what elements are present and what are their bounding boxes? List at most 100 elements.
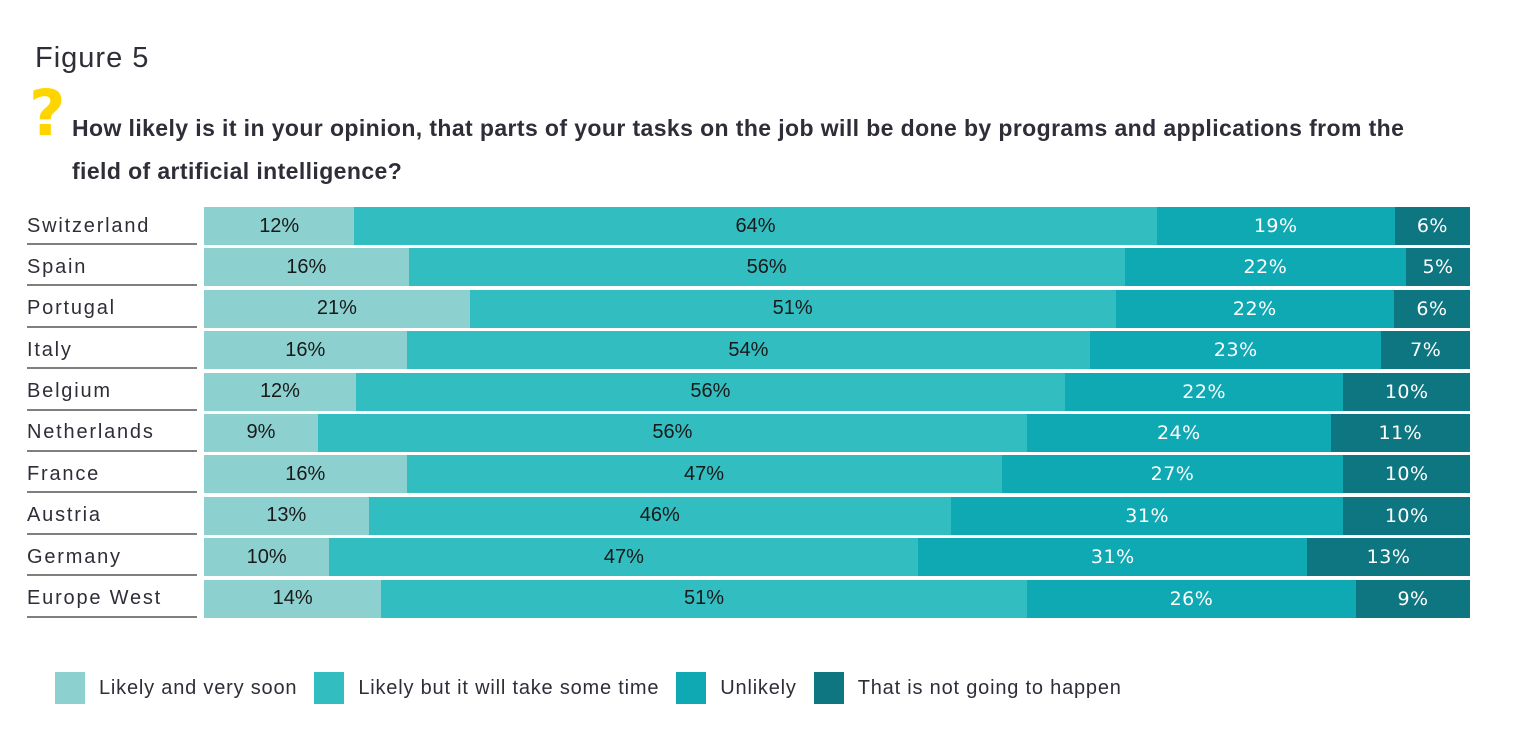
bar-segment: 56% (408, 248, 1125, 287)
segment-value-label: 10% (246, 545, 287, 568)
bar-segment: 10% (1343, 372, 1470, 411)
country-label: Austria (27, 497, 204, 535)
bar-segment: 7% (1381, 331, 1471, 370)
legend-item: That is not going to happen (813, 672, 1122, 704)
segment-value-label: 13% (1366, 546, 1411, 569)
bar-segment: 10% (1343, 455, 1470, 494)
segment-value-label: 21% (316, 297, 357, 320)
segment-value-label: 31% (1125, 504, 1170, 527)
bar-segment: 56% (355, 372, 1065, 411)
bar-segment: 9% (1356, 579, 1470, 618)
segment-value-label: 47% (684, 462, 725, 485)
segment-value-label: 26% (1169, 587, 1214, 610)
segment-value-label: 13% (266, 504, 307, 527)
bar-segment: 31% (950, 496, 1344, 535)
chart-row-austria: Austria 13% 46% 31% 10% (27, 496, 1470, 535)
segment-value-label: 23% (1213, 339, 1258, 362)
chart-row-france: France 16% 47% 27% 10% (27, 455, 1470, 494)
stacked-bar: 9% 56% 24% 11% (204, 413, 1470, 452)
segment-value-label: 27% (1150, 463, 1195, 486)
segment-value-label: 56% (690, 380, 731, 403)
segment-value-label: 22% (1243, 256, 1288, 279)
segment-value-label: 19% (1253, 215, 1298, 237)
segment-value-label: 9% (1397, 587, 1429, 610)
bar-segment: 16% (204, 455, 407, 494)
question-text: How likely is it in your opinion, that p… (72, 107, 1422, 193)
legend-item: Likely but it will take some time (314, 672, 659, 704)
stacked-bar: 12% 64% 19% 6% (204, 207, 1470, 245)
bar-segment: 19% (1156, 207, 1395, 245)
bar-segment: 51% (469, 289, 1116, 328)
segment-value-label: 47% (603, 545, 644, 568)
chart-row-switzerland: Switzerland 12% 64% 19% 6% (27, 207, 1470, 245)
segment-value-label: 12% (259, 214, 300, 237)
bar-segment: 47% (329, 538, 919, 577)
stacked-bar: 13% 46% 31% 10% (204, 496, 1470, 535)
bar-segment: 6% (1394, 289, 1470, 328)
bar-segment: 64% (354, 207, 1157, 245)
question-text-line-1: How likely is it in your opinion, that p… (72, 115, 1405, 141)
bar-segment: 16% (204, 248, 409, 287)
country-label: Italy (27, 331, 204, 370)
legend-label: Unlikely (720, 676, 797, 699)
chart-row-spain: Spain 16% 56% 22% 5% (27, 248, 1470, 287)
segment-value-label: 10% (1384, 504, 1429, 527)
country-label: Switzerland (27, 207, 204, 245)
segment-value-label: 22% (1232, 297, 1277, 320)
segment-value-label: 16% (286, 255, 327, 278)
segment-value-label: 46% (639, 504, 680, 527)
bar-segment: 11% (1330, 413, 1470, 452)
country-label: Spain (27, 248, 204, 287)
stacked-bar: 16% 54% 23% 7% (204, 331, 1471, 370)
chart-row-italy: Italy 16% 54% 23% 7% (27, 331, 1471, 370)
bar-segment: 16% (204, 331, 407, 370)
legend-swatch-icon (55, 672, 85, 704)
bar-segment: 23% (1090, 331, 1382, 370)
stacked-bar: 10% 47% 31% 13% (204, 538, 1470, 577)
bar-segment: 27% (1001, 455, 1344, 494)
bar-segment: 24% (1026, 413, 1331, 452)
segment-value-label: 6% (1416, 297, 1448, 320)
bar-segment: 31% (918, 538, 1308, 577)
bar-segment: 54% (406, 331, 1091, 370)
question-mark-icon: ? (29, 77, 66, 150)
country-label: Netherlands (27, 414, 204, 452)
bar-segment: 56% (317, 413, 1027, 452)
stacked-bar: 14% 51% 26% 9% (204, 579, 1470, 618)
legend-swatch-icon (314, 672, 345, 704)
bar-segment: 12% (204, 207, 355, 245)
segment-value-label: 56% (652, 421, 693, 444)
segment-value-label: 7% (1410, 339, 1442, 362)
stacked-bar: 21% 51% 22% 6% (204, 289, 1470, 328)
segment-value-label: 54% (728, 338, 769, 361)
chart-row-germany: Germany 10% 47% 31% 13% (27, 538, 1470, 577)
bar-segment: 22% (1115, 289, 1395, 328)
segment-value-label: 16% (285, 338, 326, 361)
question-text-line-2: field of artificial intelligence? (72, 158, 403, 184)
legend-label: Likely and very soon (99, 676, 298, 699)
bar-segment: 14% (204, 579, 382, 618)
country-label: France (27, 455, 204, 494)
bar-segment: 9% (204, 413, 318, 452)
bar-segment: 10% (204, 538, 330, 577)
country-label: Europe West (27, 580, 204, 618)
legend-label: Likely but it will take some time (358, 676, 660, 699)
segment-value-label: 5% (1422, 256, 1454, 279)
segment-value-label: 9% (246, 421, 276, 444)
segment-value-label: 12% (259, 380, 300, 403)
bar-segment: 10% (1343, 496, 1470, 535)
bar-segment: 12% (204, 372, 356, 411)
segment-value-label: 11% (1378, 421, 1423, 444)
segment-value-label: 51% (684, 587, 725, 610)
country-label: Portugal (27, 290, 204, 328)
legend-item: Likely and very soon (55, 672, 297, 704)
legend-swatch-icon (813, 672, 844, 704)
legend-swatch-icon (676, 672, 707, 704)
chart-row-netherlands: Netherlands 9% 56% 24% 11% (27, 413, 1470, 452)
figure-title: Figure 5 (35, 42, 150, 74)
stacked-bar-chart: Switzerland 12% 64% 19% 6% Spain 16% 56% 22% 5% Po… (27, 207, 1471, 621)
country-label: Germany (27, 538, 204, 577)
bar-segment: 6% (1394, 207, 1470, 245)
segment-value-label: 22% (1182, 380, 1226, 403)
bar-segment: 13% (1307, 538, 1470, 577)
